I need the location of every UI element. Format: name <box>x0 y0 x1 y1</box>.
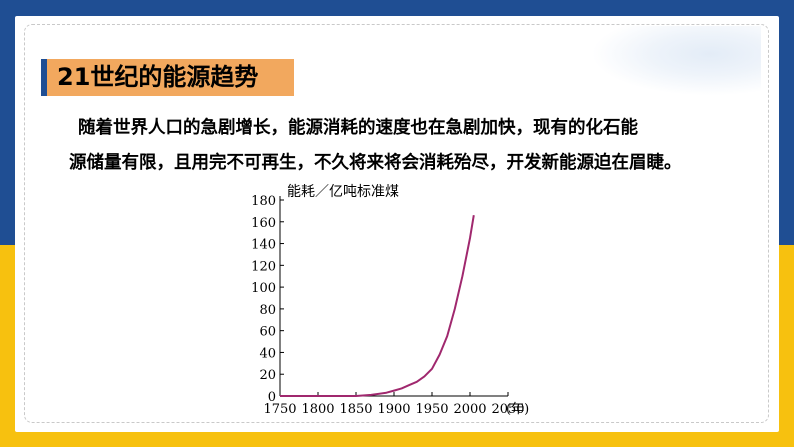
paragraph-line-1: 随着世界人口的急剧增长，能源消耗的速度也在急剧加快，现有的化石能 <box>78 118 638 138</box>
chart-axes <box>279 196 508 397</box>
dashed-frame <box>24 24 769 423</box>
x-tick-label: 1750 <box>263 402 296 417</box>
y-tick-labels: 0 20 40 60 80 100 120 140 160 180 <box>251 194 284 405</box>
title-banner: 21世纪的能源趋势 <box>41 59 294 96</box>
y-tick-label: 0 <box>268 390 276 405</box>
chart-series <box>280 215 475 397</box>
x-axis-unit: (年) <box>506 402 529 417</box>
x-tick-label: 1950 <box>415 402 448 417</box>
y-axis-title: 能耗／亿吨标准煤 <box>287 184 399 200</box>
x-tick-label: 2000 <box>453 402 486 417</box>
y-tick-label: 20 <box>259 368 276 383</box>
x-tick-label: 1900 <box>377 402 410 417</box>
y-tick-label: 120 <box>251 259 276 274</box>
y-tick-label: 80 <box>259 303 276 318</box>
x-tick-label: 2050 <box>491 402 524 417</box>
slide-title: 21世纪的能源趋势 <box>57 63 259 91</box>
y-tick-label: 60 <box>259 325 276 340</box>
x-tick-label: 1800 <box>301 402 334 417</box>
y-tick-label: 100 <box>251 281 276 296</box>
x-tick-labels: 1750 1800 1850 1900 1950 2000 2050 <box>263 392 525 417</box>
decorative-glow <box>591 26 761 96</box>
x-tick-label: 1850 <box>339 402 372 417</box>
y-tick-label: 40 <box>259 346 276 361</box>
energy-curve <box>280 215 475 397</box>
y-tick-label: 160 <box>251 216 276 231</box>
paragraph-line-2: 源储量有限，且用完不可再生，不久将来将会消耗殆尽，开发新能源迫在眉睫。 <box>69 153 682 173</box>
y-tick-label: 180 <box>251 194 276 209</box>
y-tick-label: 140 <box>251 238 276 253</box>
